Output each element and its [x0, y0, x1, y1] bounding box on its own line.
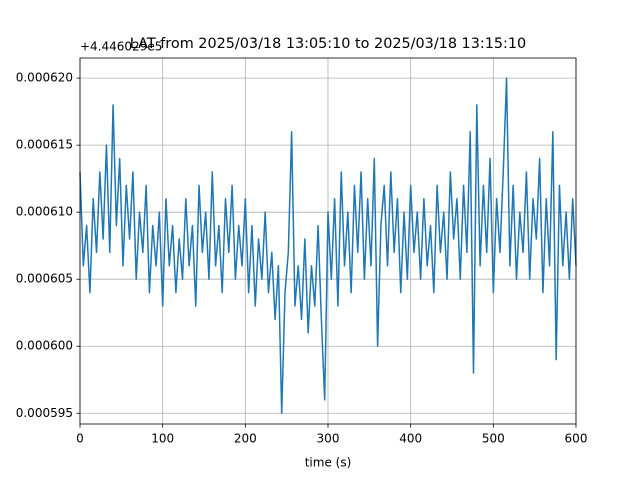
x-axis-label: time (s): [305, 456, 352, 470]
y-tick-label: 0.000610: [16, 205, 73, 219]
x-tick-label: 300: [317, 432, 340, 446]
y-tick-label: 0.000605: [16, 272, 73, 286]
x-tick-label: 100: [151, 432, 174, 446]
data-line: [79, 77, 577, 415]
y-tick-label: 0.000615: [16, 138, 73, 152]
y-offset-label: +4.446029e5: [80, 40, 162, 54]
x-tick-label: 500: [482, 432, 505, 446]
plot-area: [79, 58, 577, 424]
y-tick-label: 0.000600: [16, 339, 73, 353]
y-tick-label: 0.000595: [16, 406, 73, 420]
x-tick-label: 200: [234, 432, 257, 446]
y-tick-label: 0.000620: [16, 71, 73, 85]
x-tick-label: 600: [565, 432, 588, 446]
x-tick-label: 400: [399, 432, 422, 446]
chart-title: LAT from 2025/03/18 13:05:10 to 2025/03/…: [130, 36, 526, 52]
x-tick-label: 0: [76, 432, 84, 446]
